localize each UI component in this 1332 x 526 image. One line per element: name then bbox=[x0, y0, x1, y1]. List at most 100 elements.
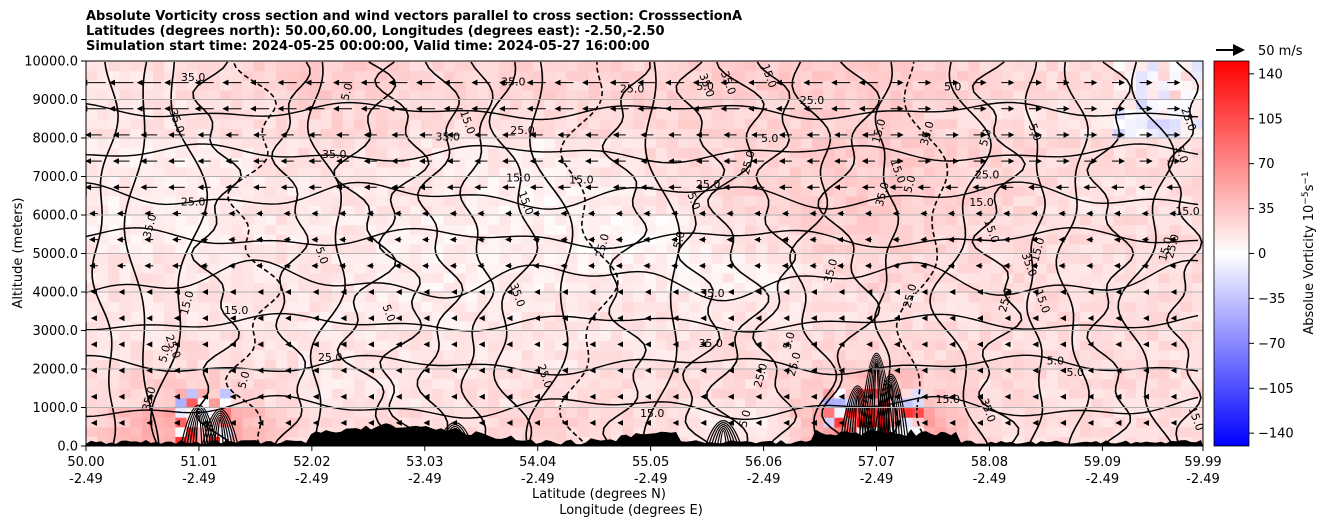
vorticity-cell bbox=[119, 89, 132, 101]
vorticity-cell bbox=[342, 272, 355, 283]
vorticity-cell bbox=[1158, 147, 1171, 158]
vorticity-cell bbox=[644, 272, 657, 283]
vorticity-cell bbox=[376, 128, 389, 139]
vorticity-cell bbox=[365, 272, 378, 283]
vorticity-cell bbox=[1035, 253, 1048, 264]
vorticity-cell bbox=[376, 234, 389, 245]
vorticity-cell bbox=[666, 320, 679, 332]
vorticity-cell bbox=[655, 99, 668, 110]
vorticity-cell bbox=[532, 369, 545, 380]
vorticity-cell bbox=[86, 243, 98, 255]
vorticity-cell bbox=[298, 89, 310, 101]
vorticity-cell bbox=[376, 138, 389, 149]
vorticity-cell bbox=[733, 89, 746, 101]
vorticity-cell bbox=[398, 311, 411, 322]
vorticity-cell bbox=[666, 70, 679, 81]
vorticity-cell bbox=[767, 166, 780, 178]
colorbar-tick-label: 140 bbox=[1258, 67, 1283, 82]
vorticity-cell bbox=[968, 349, 981, 360]
vorticity-cell bbox=[901, 99, 914, 110]
vorticity-cell bbox=[566, 138, 579, 149]
vorticity-cell bbox=[1113, 359, 1126, 370]
vorticity-cell bbox=[856, 388, 869, 399]
vorticity-contour bbox=[675, 61, 726, 446]
vorticity-cell bbox=[1013, 292, 1025, 303]
vorticity-cell bbox=[264, 359, 277, 370]
vorticity-cell bbox=[1091, 282, 1104, 293]
contour-label: 5.0 bbox=[944, 81, 962, 94]
vorticity-cell bbox=[901, 311, 914, 322]
vorticity-cell bbox=[108, 234, 121, 245]
vorticity-cell bbox=[432, 282, 445, 293]
vorticity-cell bbox=[946, 407, 958, 418]
vorticity-cell bbox=[1091, 157, 1104, 168]
vorticity-cell bbox=[443, 263, 456, 274]
vorticity-cell bbox=[1158, 118, 1171, 129]
vorticity-cell bbox=[577, 166, 590, 178]
contour-label: 5.0 bbox=[977, 127, 994, 147]
vorticity-cell bbox=[778, 272, 791, 283]
vorticity-cell bbox=[1169, 349, 1182, 360]
vorticity-cell bbox=[990, 118, 1003, 129]
vorticity-cell bbox=[454, 349, 467, 360]
vorticity-cell bbox=[610, 61, 623, 72]
vorticity-cell bbox=[1102, 166, 1115, 178]
vorticity-cell bbox=[622, 340, 634, 351]
vorticity-cell bbox=[879, 320, 891, 332]
vorticity-cell bbox=[242, 166, 255, 178]
vorticity-cell bbox=[141, 205, 154, 216]
vorticity-cell bbox=[610, 426, 623, 437]
vorticity-cell bbox=[745, 195, 757, 206]
vorticity-cell bbox=[1135, 89, 1148, 101]
vorticity-cell bbox=[298, 118, 310, 129]
vorticity-cell bbox=[990, 234, 1003, 245]
vorticity-cell bbox=[845, 340, 858, 351]
vorticity-cell bbox=[901, 388, 914, 399]
vorticity-cell bbox=[108, 70, 121, 81]
vorticity-cell bbox=[320, 263, 333, 274]
vorticity-cell bbox=[912, 99, 925, 110]
vorticity-cell bbox=[588, 263, 601, 274]
vorticity-cell bbox=[856, 166, 869, 178]
vorticity-cell bbox=[800, 253, 813, 264]
vorticity-cell bbox=[354, 253, 366, 264]
vorticity-cell bbox=[789, 224, 802, 235]
vorticity-cell bbox=[655, 215, 668, 226]
vorticity-cell bbox=[141, 138, 154, 149]
vorticity-cell bbox=[543, 407, 556, 418]
vorticity-cell bbox=[689, 157, 701, 168]
vorticity-cell bbox=[1091, 224, 1104, 235]
vorticity-cell bbox=[220, 417, 232, 428]
vorticity-cell bbox=[778, 311, 791, 322]
vorticity-cell bbox=[309, 157, 322, 168]
x-tick-label-lon: -2.49 bbox=[182, 472, 216, 487]
vorticity-cell bbox=[421, 253, 433, 264]
vorticity-cell bbox=[1091, 436, 1104, 446]
x-tick-label-lat: 56.06 bbox=[745, 455, 782, 470]
vorticity-cell bbox=[476, 417, 489, 428]
vorticity-cell bbox=[778, 320, 791, 332]
vorticity-cell bbox=[264, 99, 277, 110]
vorticity-cell bbox=[119, 176, 132, 187]
vorticity-cell bbox=[1080, 89, 1092, 101]
vorticity-cell bbox=[1169, 426, 1182, 437]
vorticity-cell bbox=[354, 89, 366, 101]
vorticity-cell bbox=[365, 311, 378, 322]
vorticity-cell bbox=[309, 320, 322, 332]
vorticity-cell bbox=[331, 109, 344, 120]
vorticity-cell bbox=[476, 176, 489, 187]
vorticity-cell bbox=[476, 340, 489, 351]
vorticity-cell bbox=[622, 417, 634, 428]
vorticity-cell bbox=[879, 224, 891, 235]
vorticity-cell bbox=[1169, 263, 1182, 274]
vorticity-cell bbox=[342, 378, 355, 389]
vorticity-cell bbox=[577, 320, 590, 332]
vorticity-cell bbox=[242, 157, 255, 168]
vorticity-cell bbox=[678, 330, 690, 341]
vorticity-cell bbox=[264, 195, 277, 206]
vorticity-cell bbox=[287, 118, 299, 129]
vorticity-cell bbox=[287, 359, 299, 370]
vorticity-cell bbox=[141, 195, 154, 206]
vorticity-cell bbox=[1191, 89, 1203, 101]
vorticity-cell bbox=[488, 263, 500, 274]
